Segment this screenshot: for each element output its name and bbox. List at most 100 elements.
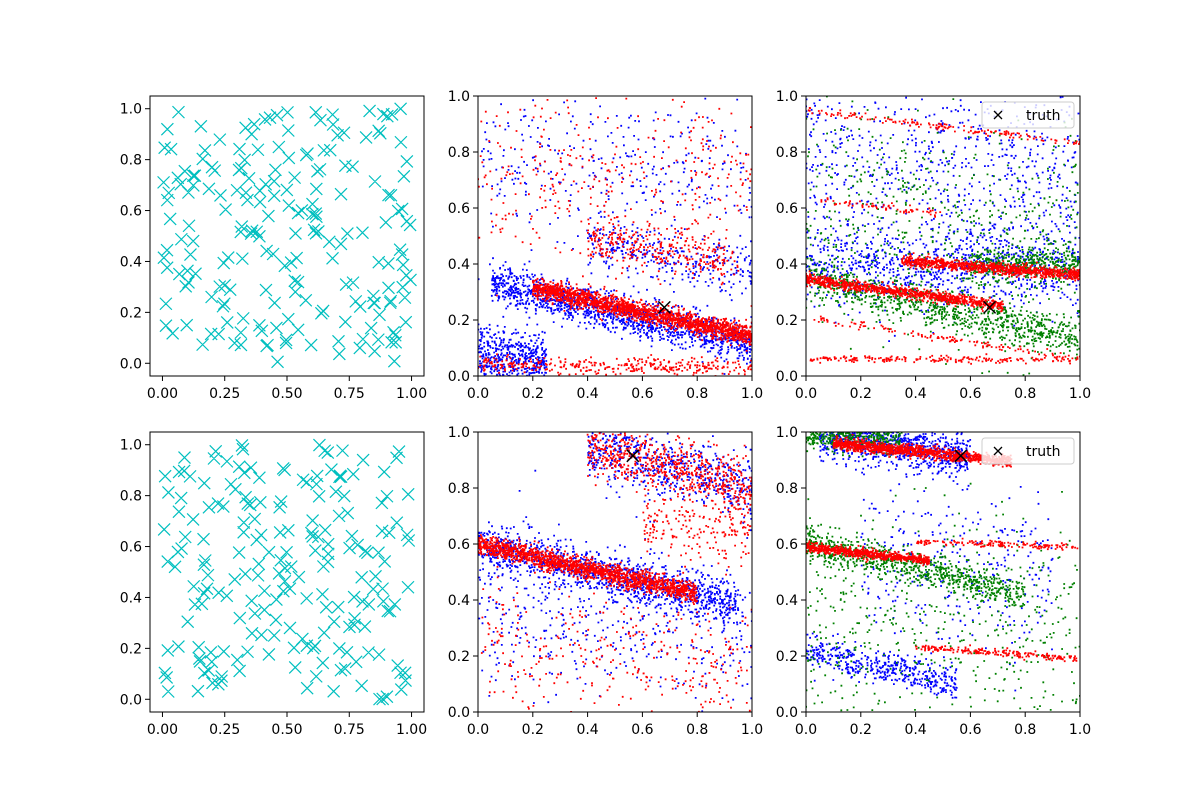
x-tick-label: 0.75: [334, 386, 365, 402]
x-tick-label: 1.0: [1069, 722, 1091, 738]
y-tick-label: 0.6: [448, 201, 470, 217]
truth-marker: [954, 449, 968, 463]
x-tick-label: 0.8: [686, 386, 708, 402]
y-tick-label: 0.2: [448, 649, 470, 665]
data-marks: [157, 102, 417, 369]
y-tick-label: 0.8: [776, 145, 798, 161]
data-marks: [157, 438, 416, 706]
y-tick-label: 0.8: [448, 145, 470, 161]
subplot-3: 0.0 0.2 0.4 0.6 0.8 1.0 0.0 0.2 0.4 0.6 0.8 1.0 trut…: [776, 89, 1091, 402]
subplot-4: 0.00 0.25 0.50 0.75 1.00 0.0 0.2 0.4 0.6 0.8 1.0: [120, 431, 427, 738]
subplot-6: 0.0 0.2 0.4 0.6 0.8 1.0 0.0 0.2 0.4 0.6 0.8 1.0 trut…: [776, 425, 1091, 738]
x-tick-label: 0.8: [1014, 386, 1036, 402]
x-tick-label: 0.2: [850, 386, 872, 402]
scatter-points-blue: [806, 96, 1080, 342]
y-tick-label: 0.6: [448, 537, 470, 553]
x-tick-label: 1.00: [396, 386, 427, 402]
y-tick-label: 0.4: [448, 257, 470, 273]
y-tick-label: 0.2: [120, 641, 142, 657]
y-tick-label: 0.0: [120, 356, 142, 372]
scatter-points-blue: [478, 97, 752, 376]
y-tick-label: 0.6: [776, 537, 798, 553]
legend: truth: [981, 437, 1075, 465]
y-tick-label: 0.6: [776, 201, 798, 217]
x-tick-label: 0.4: [904, 722, 926, 738]
x-tick-label: 0.6: [959, 722, 981, 738]
axes-frame: [149, 95, 425, 377]
axes-frame: [477, 431, 753, 713]
legend-box: [981, 437, 1075, 465]
subplot-2: 0.0 0.2 0.4 0.6 0.8 1.0 0.0 0.2 0.4 0.6 0.8 1.0: [448, 89, 763, 402]
x-tick-label: 0.2: [522, 386, 544, 402]
x-tick-label: 0.2: [850, 722, 872, 738]
y-tick-label: 0.4: [120, 254, 142, 270]
x-tick-label: 0.0: [467, 722, 489, 738]
y-tick-label: 0.8: [120, 153, 142, 169]
data-marks: [478, 97, 752, 376]
y-tick-label: 0.6: [120, 540, 142, 556]
y-tick-label: 0.0: [448, 369, 470, 385]
x-tick-label: 0.6: [959, 386, 981, 402]
y-tick-label: 0.4: [776, 593, 798, 609]
y-tick-label: 0.8: [448, 481, 470, 497]
y-tick-label: 0.2: [120, 305, 142, 321]
truth-marker: [983, 300, 997, 314]
subplot-5: 0.0 0.2 0.4 0.6 0.8 1.0 0.0 0.2 0.4 0.6 0.8 1.0: [448, 425, 763, 738]
y-tick-label: 0.0: [448, 705, 470, 721]
scatter-x-markers: [157, 438, 416, 706]
legend-label: truth: [1026, 108, 1060, 124]
x-tick-label: 0.25: [209, 386, 240, 402]
x-tick-label: 0.00: [147, 386, 178, 402]
x-tick-label: 0.50: [271, 722, 302, 738]
x-tick-label: 0.0: [467, 386, 489, 402]
y-tick-label: 0.2: [776, 649, 798, 665]
scatter-x-markers: [157, 102, 417, 369]
legend-truth-marker: [993, 110, 1003, 120]
y-tick-label: 1.0: [120, 102, 142, 118]
data-marks: [806, 96, 1080, 376]
axes-frame: [805, 431, 1081, 713]
x-tick-label: 0.75: [334, 722, 365, 738]
data-marks: [478, 432, 752, 712]
y-tick-label: 1.0: [776, 425, 798, 441]
y-tick-label: 0.0: [776, 369, 798, 385]
x-tick-label: 0.25: [209, 722, 240, 738]
x-tick-label: 0.4: [904, 386, 926, 402]
axes-frame: [477, 95, 753, 377]
x-tick-label: 0.2: [522, 722, 544, 738]
x-tick-label: 0.8: [1014, 722, 1036, 738]
x-tick-label: 0.50: [271, 386, 302, 402]
y-tick-label: 1.0: [776, 89, 798, 105]
y-tick-label: 0.2: [776, 313, 798, 329]
y-tick-label: 0.0: [776, 705, 798, 721]
axes-frame: [805, 95, 1081, 377]
x-tick-label: 1.00: [396, 722, 427, 738]
legend-label: truth: [1026, 444, 1060, 460]
truth-marker: [626, 449, 640, 463]
x-tick-label: 0.6: [631, 386, 653, 402]
y-tick-label: 0.8: [120, 489, 142, 505]
subplot-1: 0.00 0.25 0.50 0.75 1.00 0.0 0.2 0.4 0.6 0.8 1.0: [120, 95, 427, 402]
y-tick-label: 0.6: [120, 204, 142, 220]
scatter-points-red: [478, 432, 752, 712]
legend-box: [981, 101, 1075, 129]
y-tick-label: 1.0: [448, 89, 470, 105]
y-tick-label: 0.4: [776, 257, 798, 273]
y-tick-label: 0.8: [776, 481, 798, 497]
x-tick-label: 0.0: [795, 722, 817, 738]
y-tick-label: 0.4: [448, 593, 470, 609]
x-tick-label: 0.0: [795, 386, 817, 402]
data-marks: [806, 432, 1080, 712]
x-tick-label: 1.0: [1069, 386, 1091, 402]
truth-marker: [657, 300, 671, 314]
y-tick-label: 1.0: [120, 438, 142, 454]
y-tick-label: 1.0: [448, 425, 470, 441]
x-tick-label: 0.4: [576, 386, 598, 402]
x-tick-label: 1.0: [741, 722, 763, 738]
y-tick-label: 0.0: [120, 692, 142, 708]
x-tick-label: 0.6: [631, 722, 653, 738]
x-tick-label: 0.8: [686, 722, 708, 738]
x-tick-label: 1.0: [741, 386, 763, 402]
x-tick-label: 0.00: [147, 722, 178, 738]
